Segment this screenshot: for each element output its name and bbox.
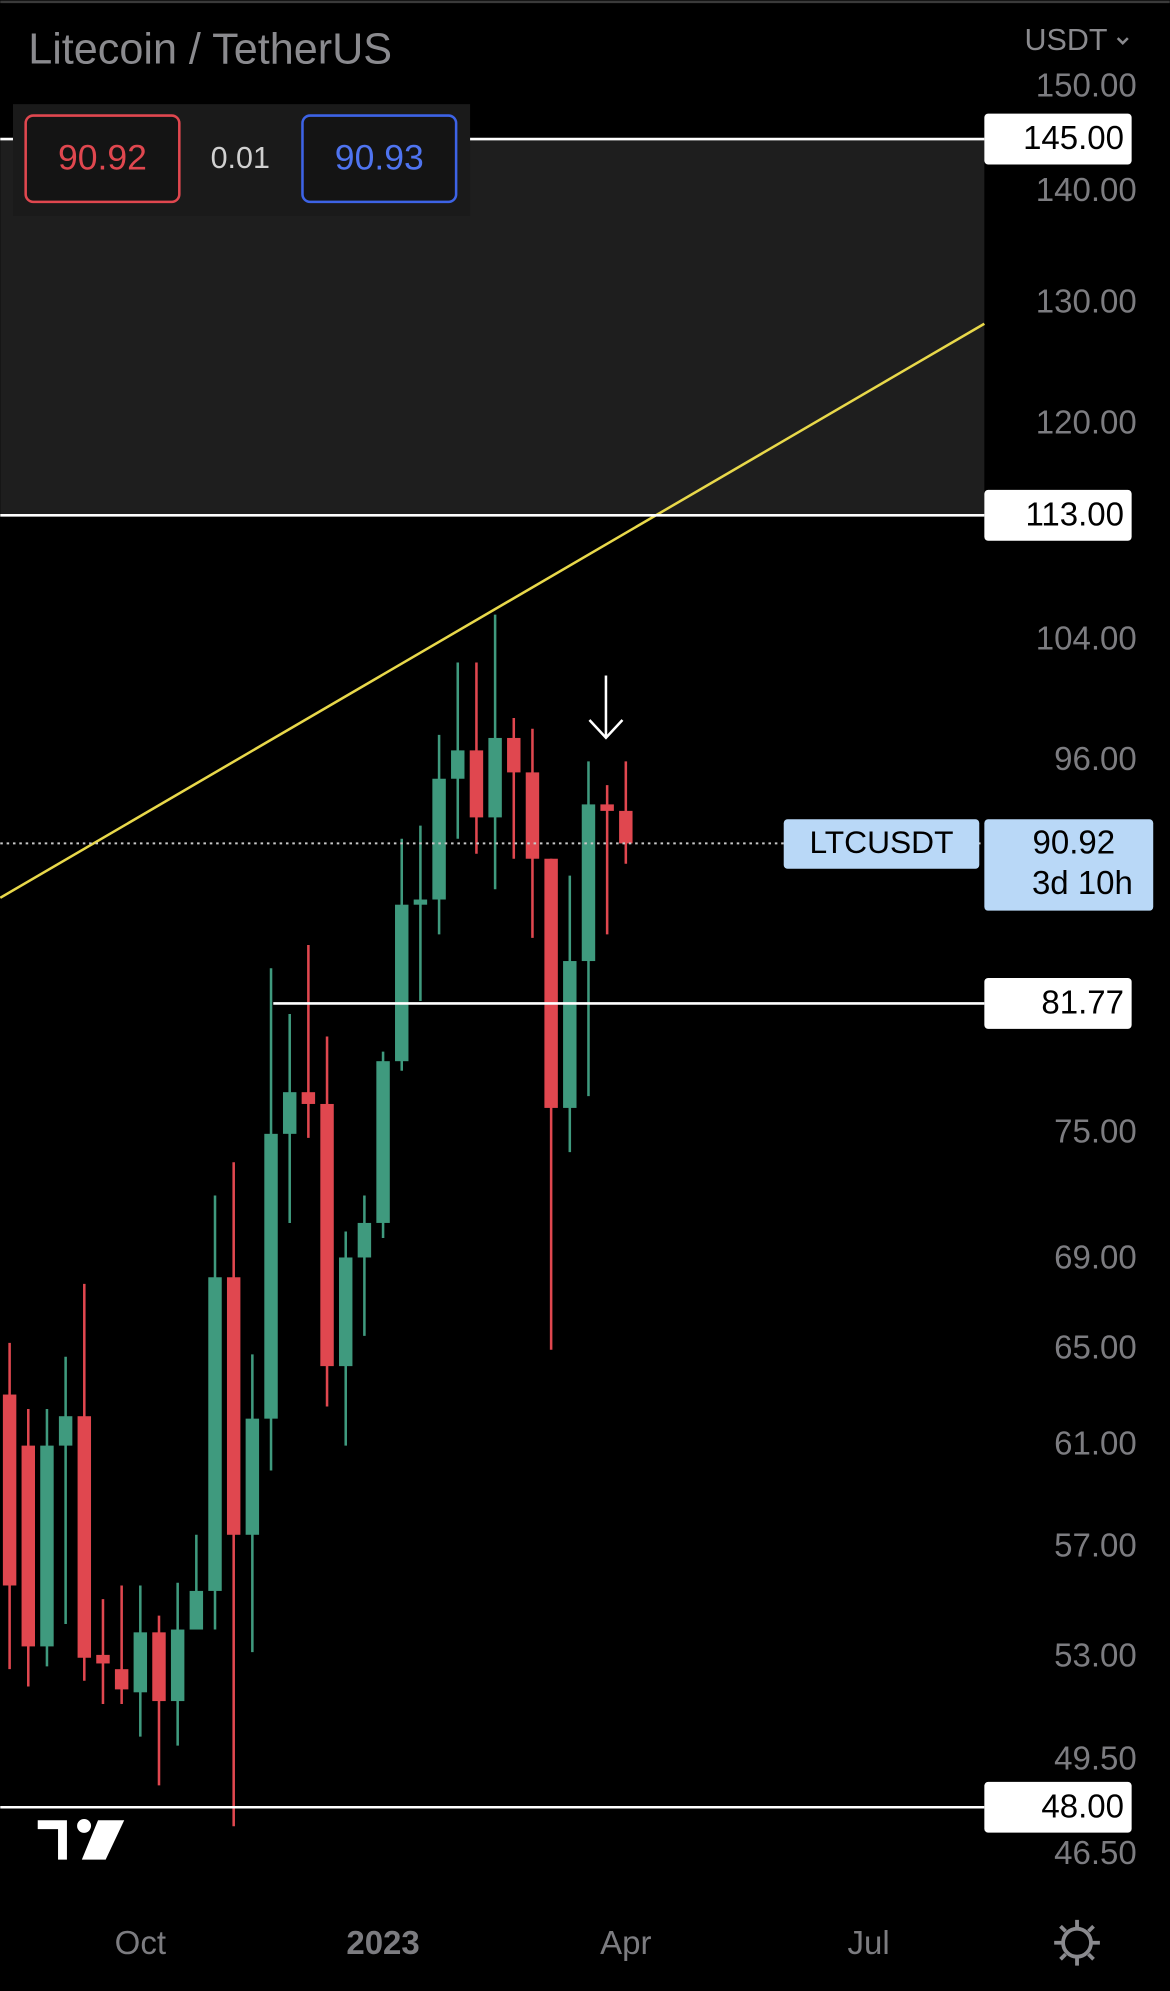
candle-body <box>189 1590 204 1630</box>
candle-body <box>2 1394 17 1586</box>
currency-selector[interactable]: USDT <box>1025 23 1108 57</box>
level-label: 113.00 <box>1026 495 1124 532</box>
level-label: 145.00 <box>1023 119 1124 156</box>
last-price-label: 90.92 <box>1033 823 1116 860</box>
y-tick-label: 75.00 <box>1054 1113 1137 1150</box>
tradingview-logo <box>33 1815 131 1864</box>
settings-gear[interactable] <box>1054 1919 1100 1966</box>
symbol-label-box <box>783 819 980 869</box>
candle-body <box>339 1257 353 1367</box>
candle-body <box>114 1669 129 1690</box>
x-tick-label: Oct <box>115 1924 166 1961</box>
y-tick-label: 130.00 <box>1036 283 1137 320</box>
y-tick-label: 104.00 <box>1036 619 1137 656</box>
y-tick-label: 61.00 <box>1054 1424 1137 1461</box>
last-price-box <box>984 819 1154 911</box>
y-tick-label: 120.00 <box>1036 403 1137 440</box>
spread: 0.01 <box>211 141 270 175</box>
candle-body <box>301 1092 316 1104</box>
candle-body <box>21 1445 36 1647</box>
level-label: 48.00 <box>1041 1787 1124 1824</box>
candle-body <box>152 1632 166 1702</box>
y-tick-label: 140.00 <box>1036 171 1137 208</box>
candle-body <box>320 1103 334 1367</box>
candle-body <box>507 737 521 773</box>
candle-body <box>619 810 633 844</box>
x-tick-label: Jul <box>847 1924 889 1961</box>
candle-body <box>357 1222 372 1258</box>
trendline <box>0 322 985 899</box>
x-tick-label: 2023 <box>346 1924 419 1961</box>
ask-price[interactable]: 90.93 <box>335 137 424 177</box>
y-tick-label: 65.00 <box>1054 1328 1137 1365</box>
candle-body <box>282 1092 297 1134</box>
candle-body <box>208 1277 222 1591</box>
candle-body <box>226 1277 241 1535</box>
down-arrow-annotation <box>588 675 624 740</box>
ask-button[interactable] <box>301 114 458 204</box>
candle-body <box>264 1133 278 1419</box>
y-tick-label: 46.50 <box>1054 1834 1137 1871</box>
y-tick-label: 49.50 <box>1054 1740 1137 1777</box>
candle-body <box>563 961 577 1108</box>
level-label-box <box>984 489 1132 541</box>
level-label-box <box>984 1781 1132 1833</box>
level-label-box <box>984 978 1132 1029</box>
candle-body <box>58 1416 73 1446</box>
level-label: 81.77 <box>1041 983 1124 1020</box>
candle-body <box>525 772 540 859</box>
y-tick-label: 96.00 <box>1054 740 1137 777</box>
candle-body <box>77 1416 92 1658</box>
dropdown-chevron[interactable] <box>1116 37 1129 45</box>
y-tick-label: 150.00 <box>1036 67 1137 104</box>
candle-countdown: 3d 10h <box>1032 864 1133 901</box>
candle-body <box>133 1632 148 1693</box>
candle-body <box>413 899 428 905</box>
candle-body <box>488 737 502 818</box>
candle-body <box>469 750 484 818</box>
candle-body <box>581 804 596 962</box>
candle-body <box>600 804 614 811</box>
chart-title: Litecoin / TetherUS <box>28 25 392 73</box>
symbol-label: LTCUSDT <box>809 824 953 860</box>
x-tick-label: Apr <box>600 1924 651 1961</box>
candle-body <box>245 1418 260 1535</box>
bid-price[interactable]: 90.92 <box>58 137 147 177</box>
y-tick-label: 69.00 <box>1054 1238 1137 1275</box>
candle-body <box>432 778 446 900</box>
candle-body <box>96 1654 110 1664</box>
candle-body <box>451 750 465 779</box>
candle-body <box>376 1061 390 1223</box>
candle-body <box>40 1445 54 1647</box>
candle-body <box>544 858 558 1108</box>
candle-body <box>170 1629 185 1702</box>
candle-body <box>395 904 409 1062</box>
bid-button[interactable] <box>24 114 181 204</box>
level-label-box <box>984 113 1132 165</box>
y-tick-label: 57.00 <box>1054 1527 1137 1564</box>
y-tick-label: 53.00 <box>1054 1636 1137 1673</box>
